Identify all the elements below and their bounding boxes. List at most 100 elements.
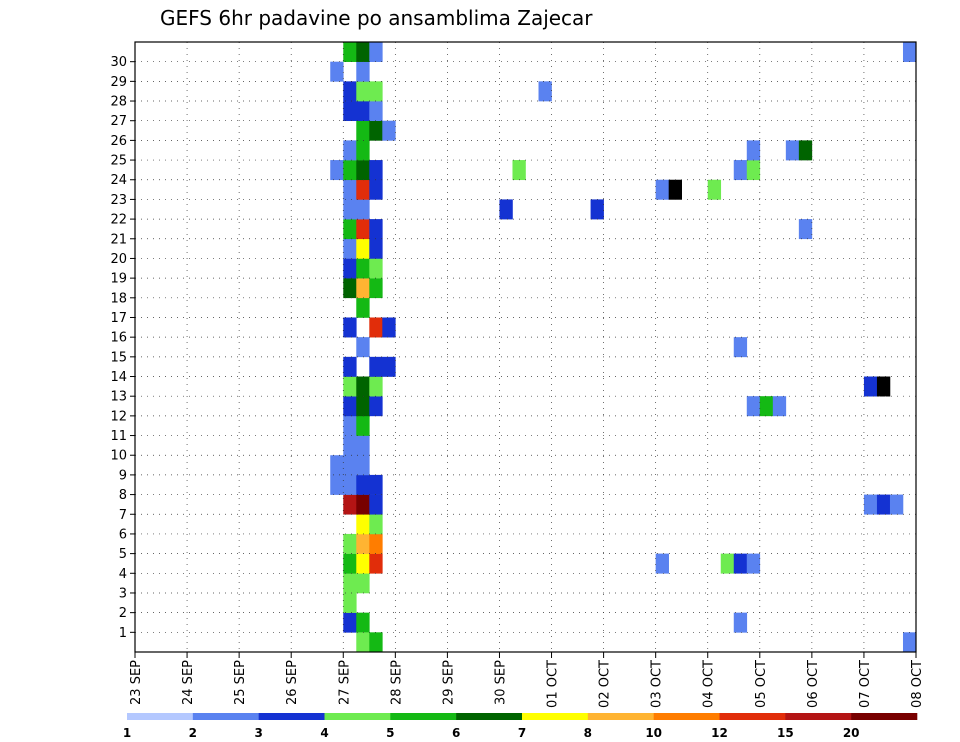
heatmap-cell (369, 101, 383, 122)
y-tick-label: 8 (119, 488, 127, 503)
y-tick-label: 3 (119, 586, 127, 601)
heatmap-cell (343, 356, 357, 377)
heatmap-cell (343, 396, 357, 417)
heatmap-cell (382, 120, 396, 141)
y-tick-label: 7 (119, 508, 127, 523)
x-tick-label: 25 SEP (233, 660, 248, 705)
heatmap-cell (382, 356, 396, 377)
x-tick-label: 04 OCT (702, 660, 717, 708)
heatmap-cell (863, 494, 878, 515)
heatmap-cell (668, 179, 682, 200)
heatmap-cell (707, 179, 722, 200)
heatmap-cell (369, 514, 383, 535)
colorbar-swatch (192, 713, 259, 720)
y-tick-label: 20 (110, 252, 127, 267)
colorbar-label: 10 (645, 726, 662, 740)
heatmap-cell (356, 297, 370, 318)
heatmap-cell (356, 415, 370, 436)
heatmap-cell (343, 317, 357, 338)
heatmap-cell (733, 612, 748, 633)
heatmap-cell (720, 553, 735, 574)
y-tick-label: 11 (110, 429, 127, 444)
heatmap-cell (369, 238, 383, 259)
heatmap-cell (798, 219, 813, 240)
heatmap-cell (356, 42, 370, 62)
heatmap-cell (343, 474, 357, 495)
heatmap-cell (733, 337, 748, 358)
heatmap-cell (343, 455, 357, 476)
y-tick-label: 17 (110, 311, 127, 326)
heatmap-cell (330, 474, 344, 495)
colorbar-swatch (587, 713, 654, 720)
y-tick-label: 22 (110, 213, 127, 228)
colorbar-swatch (390, 713, 457, 720)
heatmap-cell (343, 179, 357, 200)
x-tick-label: 28 SEP (389, 660, 404, 705)
heatmap-cell (343, 415, 357, 436)
x-tick-label: 24 SEP (181, 660, 196, 705)
heatmap-cell (343, 533, 357, 554)
heatmap-cell (356, 120, 370, 141)
colorbar-label: 12 (711, 726, 728, 740)
heatmap-cell (356, 612, 370, 633)
heatmap-cell (655, 553, 669, 574)
heatmap-cell (902, 42, 917, 62)
heatmap-cell (356, 396, 370, 417)
colorbar-label: 6 (452, 726, 460, 740)
heatmap-cell (343, 219, 357, 240)
heatmap-cell (330, 160, 344, 181)
y-tick-label: 1 (119, 626, 127, 641)
heatmap-cell (876, 376, 891, 397)
heatmap-cell (746, 160, 761, 181)
colorbar-legend: 1 2 3 4 5 6 7 8 10 12 15 20 (123, 713, 918, 740)
heatmap-cell (746, 553, 761, 574)
y-tick-label: 27 (110, 114, 127, 129)
heatmap-cell (356, 101, 370, 122)
colorbar-label: 1 (123, 726, 131, 740)
plot-frame (134, 41, 917, 653)
heatmap-cell (343, 160, 357, 181)
heatmap-cell (343, 435, 357, 456)
y-tick-label: 18 (110, 291, 127, 306)
heatmap-cell (356, 474, 370, 495)
heatmap-cell (902, 632, 917, 653)
heatmap-cell (356, 160, 370, 181)
heatmap-cell (356, 494, 370, 515)
y-tick-label: 13 (110, 390, 127, 405)
y-tick-label: 24 (110, 173, 127, 188)
heatmap-cell (343, 101, 357, 122)
heatmap-cell (356, 337, 370, 358)
heatmap-cell (876, 494, 891, 515)
heatmap-cell (343, 278, 357, 299)
heatmap-cell (356, 553, 370, 574)
colorbar-label: 2 (189, 726, 197, 740)
heatmap-cell (369, 179, 383, 200)
y-tick-label: 19 (110, 272, 127, 287)
heatmap-cell (889, 494, 904, 515)
colorbar-swatch (719, 713, 786, 720)
heatmap-cell (369, 160, 383, 181)
heatmap-cell (772, 396, 787, 417)
heatmap-cell (343, 258, 357, 279)
heatmap-cell (369, 120, 383, 141)
y-tick-label: 10 (110, 449, 127, 464)
heatmap-cell (759, 396, 774, 417)
heatmap-cell (356, 140, 370, 161)
y-tick-label: 21 (110, 232, 127, 247)
heatmap-cell (343, 573, 357, 594)
x-tick-label: 05 OCT (754, 660, 769, 708)
x-tick-label: 01 OCT (546, 660, 561, 708)
heatmap-cell (343, 199, 357, 220)
heatmap-cell (356, 632, 370, 653)
colorbar-swatch (522, 713, 589, 720)
colorbar-label: 20 (843, 726, 860, 740)
heatmap-cell (369, 533, 383, 554)
heatmap-cell (369, 553, 383, 574)
heatmap-cell (369, 278, 383, 299)
heatmap-cell (512, 160, 526, 181)
colorbar-swatch (258, 713, 325, 720)
colorbar-label: 7 (518, 726, 526, 740)
y-tick-label: 30 (110, 55, 127, 70)
heatmap-cell (356, 435, 370, 456)
heatmap-cell (382, 317, 396, 338)
